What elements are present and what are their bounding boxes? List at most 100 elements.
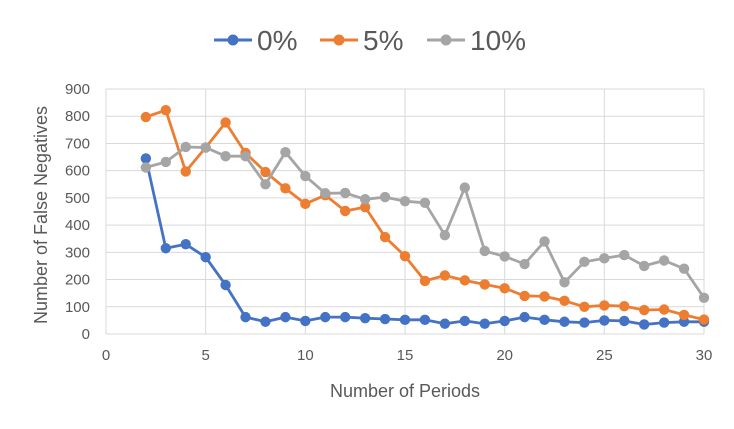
data-point [140, 111, 152, 123]
data-point [180, 141, 191, 153]
data-point [539, 314, 550, 326]
axes: 0 100 200 300 400 500 600 700 800 900 0 5 10 15 20 25 30 [65, 81, 712, 364]
series-line [145, 145, 706, 299]
data-point [519, 290, 530, 302]
data-point [439, 270, 451, 281]
y-tick-label: 700 [65, 135, 90, 152]
data-point [220, 117, 231, 128]
series-3 [140, 141, 710, 303]
legend-item: 0% [214, 25, 297, 56]
data-point [399, 195, 411, 207]
x-tick-label: 25 [596, 347, 613, 364]
y-tick-label: 600 [65, 163, 90, 180]
x-tick-label: 15 [397, 347, 414, 364]
data-point [260, 179, 271, 190]
data-point [658, 304, 670, 315]
data-point [419, 275, 431, 287]
data-point [599, 253, 610, 264]
y-tick-label: 100 [65, 299, 90, 316]
data-point [399, 314, 411, 326]
legend-label: 5% [363, 25, 403, 56]
data-point [519, 258, 530, 270]
data-point [419, 314, 431, 326]
data-point [200, 252, 211, 263]
legend-label: 10% [470, 25, 526, 56]
series-2 [140, 105, 710, 325]
data-point [379, 313, 391, 325]
data-point [639, 260, 650, 272]
y-tick-label: 200 [65, 272, 90, 289]
y-tick-label: 400 [65, 217, 90, 234]
legend-item: 10% [427, 25, 526, 56]
grid-lines [105, 88, 705, 335]
data-point [499, 251, 510, 262]
data-point [320, 188, 331, 199]
x-tick-label: 5 [201, 347, 209, 364]
data-point [639, 319, 650, 330]
series-line [144, 158, 704, 326]
data-point [698, 314, 710, 325]
data-point [419, 197, 431, 208]
data-point [539, 236, 550, 247]
data-point [619, 249, 630, 261]
data-point [698, 292, 710, 303]
data-point [579, 301, 590, 312]
data-point [220, 279, 231, 291]
data-point [240, 311, 251, 323]
data-point [559, 277, 570, 288]
x-tick-label: 20 [496, 347, 513, 364]
data-point [340, 311, 351, 323]
data-point [678, 263, 690, 274]
data-point [559, 316, 570, 327]
data-point [359, 194, 371, 205]
data-point [320, 311, 331, 323]
data-point [619, 315, 630, 327]
data-point [280, 183, 291, 194]
data-point [459, 275, 470, 286]
legend: 0% 5% 10% [214, 25, 526, 56]
data-point [519, 311, 530, 323]
data-point [160, 105, 171, 116]
data-point [539, 291, 550, 302]
data-point [359, 313, 371, 324]
data-point [479, 279, 490, 290]
data-point [479, 318, 490, 329]
data-point [459, 182, 470, 193]
data-point [439, 318, 451, 329]
y-axis-title: Number of False Negatives [31, 106, 51, 324]
data-point [260, 316, 271, 327]
data-point [300, 198, 311, 210]
data-point [399, 250, 411, 262]
data-point [658, 317, 670, 328]
data-point [260, 166, 271, 178]
data-point [479, 245, 490, 257]
data-point [140, 162, 152, 173]
data-point [160, 156, 171, 168]
data-point [300, 315, 311, 327]
legend-label: 0% [257, 25, 297, 56]
data-point [499, 283, 510, 294]
data-point [340, 187, 351, 199]
data-point [300, 170, 311, 182]
x-tick-label: 30 [696, 347, 713, 364]
data-point [678, 309, 690, 321]
data-point [499, 315, 510, 327]
data-point [180, 238, 191, 250]
data-point [180, 166, 191, 177]
data-point [599, 300, 610, 311]
data-point [579, 256, 590, 268]
data-point [379, 231, 391, 243]
legend-marker [333, 34, 345, 46]
data-point [459, 315, 470, 327]
data-point [639, 304, 650, 316]
y-tick-label: 500 [65, 190, 90, 207]
data-point [559, 295, 570, 306]
data-point [220, 151, 231, 162]
data-point [359, 201, 371, 213]
y-tick-label: 800 [65, 108, 90, 125]
legend-marker [440, 34, 452, 46]
data-point [280, 146, 291, 158]
y-tick-label: 300 [65, 244, 90, 261]
x-tick-label: 0 [102, 347, 110, 364]
